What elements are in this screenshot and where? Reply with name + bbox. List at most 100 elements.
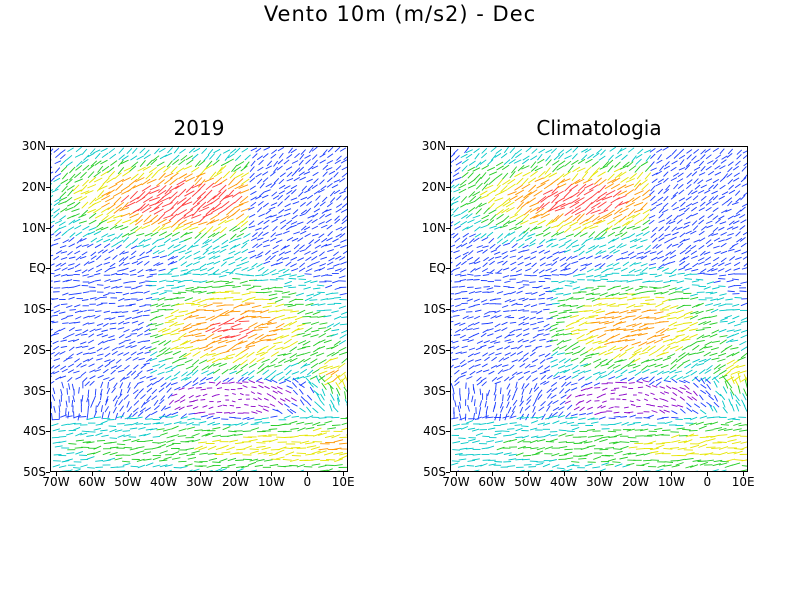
- lon-label: 70W: [442, 475, 470, 489]
- wind-streak: [479, 388, 482, 396]
- wind-streak: [261, 194, 269, 199]
- wind-streak: [137, 203, 146, 212]
- lat-label: 10S: [423, 302, 446, 316]
- wind-streak: [700, 149, 706, 155]
- wind-streak: [454, 167, 461, 172]
- wind-streak: [274, 298, 284, 303]
- wind-streak: [659, 165, 665, 172]
- wind-streak: [212, 268, 220, 274]
- wind-streak: [600, 149, 606, 156]
- wind-streak: [509, 291, 516, 295]
- wind-streak: [494, 298, 501, 300]
- wind-streak: [473, 352, 481, 356]
- wind-streak: [163, 238, 171, 244]
- lat-label: 20S: [23, 342, 46, 357]
- wind-streak: [687, 396, 693, 401]
- wind-streak: [676, 427, 685, 430]
- wind-streak: [742, 150, 747, 154]
- wind-streak: [266, 160, 273, 167]
- wind-streak: [718, 462, 728, 466]
- wind-streak: [224, 309, 235, 315]
- wind-streak: [275, 303, 285, 308]
- wind-streak: [136, 232, 145, 237]
- wind-streak: [502, 220, 511, 226]
- wind-streak: [562, 339, 572, 343]
- wind-streak: [251, 315, 262, 319]
- wind-streak: [164, 321, 174, 324]
- wind-streak: [605, 358, 614, 365]
- wind-streak: [655, 244, 662, 249]
- wind-streak: [580, 383, 587, 388]
- wind-streak: [484, 356, 490, 362]
- wind-streak: [116, 443, 126, 446]
- wind-streak: [705, 308, 714, 312]
- wind-streak: [739, 214, 746, 219]
- wind-streak: [213, 280, 222, 283]
- wind-streak: [626, 310, 637, 314]
- wind-streak: [330, 393, 335, 401]
- wind-streak: [278, 190, 286, 195]
- wind-streak: [657, 255, 664, 260]
- wind-streak: [153, 201, 164, 210]
- wind-streak: [306, 219, 313, 225]
- wind-streak: [164, 298, 173, 301]
- wind-streak: [492, 405, 496, 413]
- wind-streak: [168, 191, 178, 200]
- wind-streak: [667, 470, 670, 471]
- lon-label: 40W: [550, 475, 578, 489]
- wind-streak: [279, 380, 286, 385]
- wind-streak: [333, 452, 343, 455]
- wind-streak: [217, 219, 227, 226]
- wind-streak: [625, 346, 634, 352]
- wind-streak: [158, 279, 167, 283]
- wind-streak: [122, 251, 129, 255]
- wind-streak: [718, 446, 729, 450]
- wind-streak: [93, 177, 103, 183]
- wind-streak: [161, 328, 171, 333]
- wind-streak: [585, 262, 593, 267]
- wind-streak: [269, 375, 276, 381]
- wind-streak: [677, 172, 684, 178]
- wind-streak: [559, 375, 566, 380]
- wind-streak: [258, 326, 269, 329]
- wind-streak: [523, 328, 530, 332]
- wind-streak: [303, 286, 311, 290]
- wind-streak: [321, 237, 328, 243]
- wind-streak: [94, 279, 101, 282]
- wind-streak: [87, 184, 97, 189]
- wind-streak: [467, 359, 474, 363]
- wind-streak: [327, 249, 334, 253]
- wind-streak: [592, 302, 602, 307]
- wind-streak: [543, 381, 550, 385]
- wind-streak: [570, 197, 581, 204]
- wind-streak: [101, 207, 110, 213]
- wind-streak: [663, 280, 672, 284]
- wind-streak: [333, 251, 339, 257]
- wind-streak: [723, 370, 732, 377]
- wind-streak: [612, 190, 622, 198]
- wind-streak: [593, 236, 602, 241]
- wind-streak: [711, 469, 719, 471]
- wind-streak: [548, 238, 557, 242]
- wind-streak: [88, 219, 97, 225]
- wind-streak: [283, 447, 294, 450]
- wind-streak: [691, 303, 700, 309]
- wind-streak: [54, 364, 61, 369]
- wind-streak: [79, 237, 87, 242]
- wind-streak: [467, 427, 476, 430]
- wind-streak: [162, 428, 172, 432]
- wind-streak: [66, 452, 75, 455]
- wind-streak: [341, 219, 347, 225]
- wind-streak: [81, 209, 89, 217]
- wind-streak: [271, 386, 277, 390]
- wind-streak: [564, 183, 573, 192]
- wind-streak: [597, 345, 607, 349]
- wind-streak: [279, 398, 286, 402]
- wind-streak: [159, 291, 167, 296]
- wind-streak: [275, 239, 283, 244]
- wind-streak: [297, 427, 306, 432]
- wind-streak: [731, 201, 739, 206]
- wind-streak: [681, 338, 691, 342]
- wind-streak: [476, 245, 483, 249]
- wind-streak: [333, 340, 341, 346]
